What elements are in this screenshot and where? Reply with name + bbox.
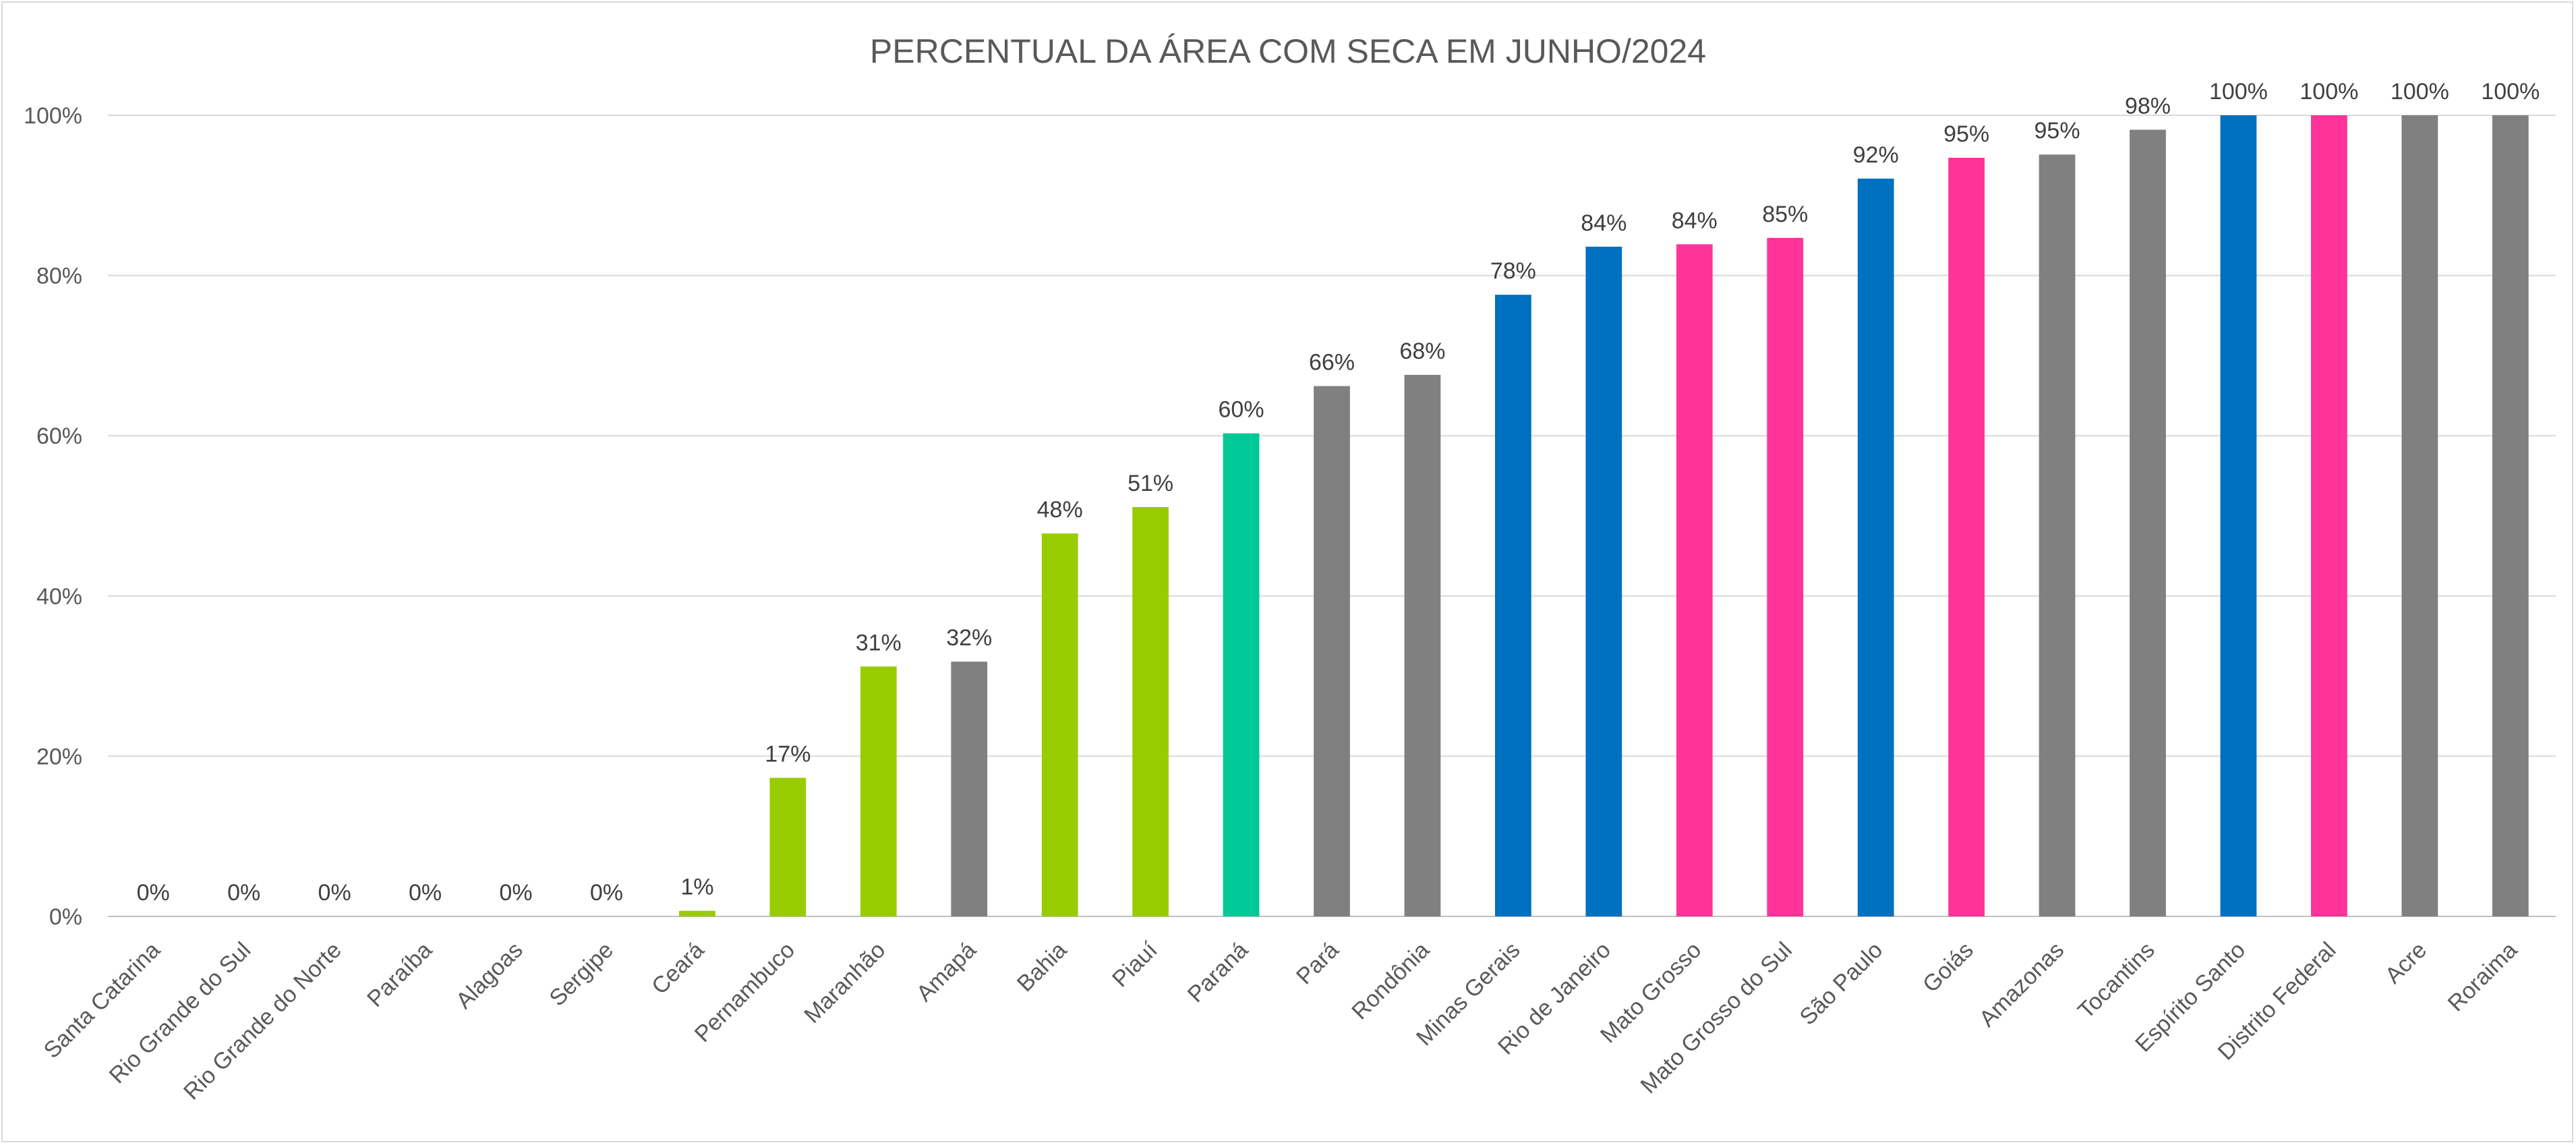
x-tick-label: Roraima xyxy=(2443,937,2523,1017)
y-tick-label: 60% xyxy=(36,423,82,449)
bar xyxy=(1857,178,1894,916)
data-label: 100% xyxy=(2209,79,2268,105)
data-label: 0% xyxy=(409,880,442,906)
data-label: 85% xyxy=(1762,202,1808,227)
data-label: 60% xyxy=(1219,397,1264,423)
x-tick-label: Ceará xyxy=(647,937,709,999)
x-tick-label: Paraná xyxy=(1183,937,1253,1007)
data-label: 48% xyxy=(1037,497,1083,523)
bar xyxy=(2311,115,2347,916)
data-label: 1% xyxy=(680,875,713,900)
data-label: 31% xyxy=(856,630,902,655)
x-tick-label: Amazonas xyxy=(1974,937,2069,1032)
y-tick-label: 80% xyxy=(36,264,82,289)
data-label: 0% xyxy=(318,880,351,906)
x-tick-label: Goiás xyxy=(1918,937,1979,998)
y-tick-label: 0% xyxy=(49,904,82,930)
bar xyxy=(1585,246,1622,916)
data-label: 95% xyxy=(1943,121,1989,147)
data-label: 0% xyxy=(227,880,260,906)
bar xyxy=(1948,157,1985,917)
data-label: 66% xyxy=(1309,350,1355,376)
data-label: 100% xyxy=(2481,79,2540,105)
bar xyxy=(2039,154,2076,916)
data-label: 92% xyxy=(1853,142,1899,168)
x-tick-label: Paraíba xyxy=(362,937,437,1012)
data-label: 95% xyxy=(2035,118,2080,144)
data-label: 0% xyxy=(137,880,170,906)
data-label: 78% xyxy=(1490,258,1536,284)
bar xyxy=(1223,433,1260,916)
bar xyxy=(951,662,988,916)
data-label: 84% xyxy=(1581,210,1627,236)
data-label: 0% xyxy=(499,880,532,906)
data-label: 84% xyxy=(1672,208,1718,233)
x-tick-label: Piauí xyxy=(1107,937,1163,992)
data-label: 17% xyxy=(765,741,811,767)
x-tick-label: Pará xyxy=(1291,937,1344,990)
x-tick-label: Alagoas xyxy=(451,937,528,1014)
bar xyxy=(1767,237,1804,916)
bar xyxy=(1404,374,1441,916)
data-label: 51% xyxy=(1128,471,1173,496)
x-tick-label: Acre xyxy=(2380,937,2432,989)
x-tick-label: Tocantins xyxy=(2073,937,2159,1024)
bar xyxy=(2401,115,2438,916)
y-tick-label: 40% xyxy=(36,584,82,610)
y-axis: 0% 20% 40% 60% 80% 100% xyxy=(24,103,82,930)
bar xyxy=(1495,295,1531,916)
bars xyxy=(679,115,2529,917)
bar xyxy=(860,666,897,916)
data-label: 100% xyxy=(2300,79,2358,105)
bar xyxy=(679,910,715,916)
x-tick-label: Rio Grande do Norte xyxy=(179,937,347,1105)
data-label: 68% xyxy=(1399,339,1445,364)
data-label: 0% xyxy=(590,880,623,906)
bar xyxy=(1132,506,1169,916)
data-label: 32% xyxy=(946,625,992,651)
data-label: 100% xyxy=(2391,79,2449,105)
bar xyxy=(2220,115,2257,916)
data-labels: 0% 0% 0% 0% 0% 0% 1% 17% 31% 32% 48% 51% 60% 66% 68% 78… xyxy=(137,79,2540,906)
y-tick-label: 100% xyxy=(24,103,82,129)
x-tick-label: Mato Grosso do Sul xyxy=(1636,937,1797,1098)
data-label: 98% xyxy=(2125,93,2171,119)
bar xyxy=(769,777,807,916)
x-tick-label: Amapá xyxy=(912,937,981,1007)
chart-title: PERCENTUAL DA ÁREA COM SECA EM JUNHO/202… xyxy=(870,32,1706,70)
bar xyxy=(2130,129,2166,916)
y-tick-label: 20% xyxy=(36,744,82,769)
x-tick-label: Bahia xyxy=(1012,937,1072,997)
bar xyxy=(2492,115,2529,916)
bar xyxy=(1676,244,1713,916)
bar xyxy=(1314,386,1350,916)
bar xyxy=(1041,533,1078,916)
x-tick-label: São Paulo xyxy=(1795,937,1888,1030)
x-tick-label: Sergipe xyxy=(544,937,618,1011)
x-tick-label: Maranhão xyxy=(799,937,890,1028)
x-tick-label: Rondônia xyxy=(1347,937,1434,1025)
